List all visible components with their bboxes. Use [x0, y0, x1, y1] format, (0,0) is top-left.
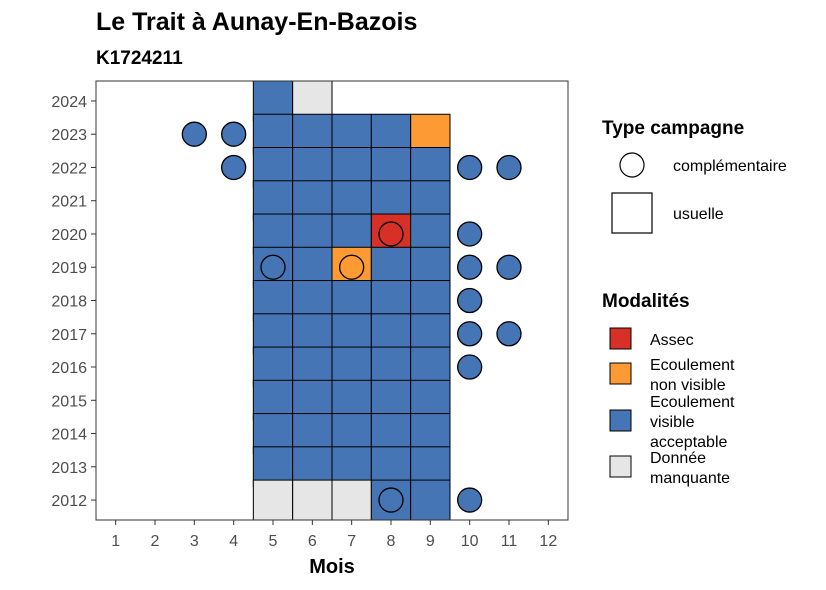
- data-point: [457, 321, 483, 347]
- heatmap-cell: [331, 479, 372, 521]
- heatmap-cell: [252, 479, 294, 521]
- legend-modality-label: Ecoulement: [650, 357, 735, 374]
- legend-modality-label: Donnée: [650, 450, 706, 467]
- y-tick-label: 2020: [51, 227, 87, 244]
- data-point: [457, 354, 483, 380]
- x-axis: 1 2 3 4 5 6 7 8 9 10 11 12: [111, 520, 557, 550]
- y-tick-label: 2017: [51, 327, 87, 344]
- y-tick-label: 2024: [51, 94, 87, 111]
- y-tick-label: 2018: [51, 294, 87, 311]
- legend-color-swatch: [609, 362, 632, 385]
- x-tick-label: 8: [387, 533, 396, 550]
- legend-square-key: [611, 192, 653, 234]
- y-tick-label: 2019: [51, 260, 87, 277]
- x-tick-label: 7: [347, 533, 356, 550]
- data-point: [457, 221, 483, 247]
- data-point: [181, 121, 207, 147]
- x-tick-label: 12: [539, 533, 557, 550]
- data-point: [221, 154, 247, 181]
- y-tick-label: 2022: [51, 160, 87, 177]
- legend-modality-label: manquante: [650, 470, 730, 487]
- data-point: [339, 254, 365, 280]
- y-tick-label: 2013: [51, 460, 87, 477]
- x-tick-label: 4: [229, 533, 238, 550]
- legend-modality-label: Ecoulement: [650, 394, 735, 411]
- data-point: [496, 321, 522, 347]
- y-axis: 2024 2023 2022 2021 2020 2019 2018 2017 2016 2015…: [51, 94, 96, 510]
- x-axis-title: Mois: [309, 556, 355, 578]
- heatmap-cell: [292, 479, 333, 521]
- x-tick-label: 9: [426, 533, 435, 550]
- usual-cells: [252, 80, 451, 521]
- y-tick-label: 2021: [51, 194, 87, 211]
- data-point: [457, 287, 483, 314]
- x-tick-label: 6: [308, 533, 317, 550]
- x-tick-label: 2: [151, 533, 160, 550]
- data-point: [378, 487, 404, 513]
- y-tick-label: 2012: [51, 493, 87, 510]
- heatmap-cell: [410, 479, 451, 521]
- data-point: [496, 154, 522, 181]
- legend-color-swatch: [609, 327, 632, 350]
- x-tick-label: 5: [269, 533, 278, 550]
- y-tick-label: 2016: [51, 360, 87, 377]
- x-tick-label: 1: [111, 533, 120, 550]
- legend-modality-label: Assec: [650, 332, 694, 349]
- complementary-points: [181, 121, 522, 513]
- legend-color-swatch: [609, 455, 632, 478]
- x-tick-label: 3: [190, 533, 199, 550]
- legend-modality-label: non visible: [650, 377, 726, 394]
- legend-modalities-title: Modalités: [602, 291, 690, 312]
- chart-subtitle: K1724211: [96, 48, 183, 69]
- plot-area: 1 2 3 4 5 6 7 8 9 10 11 12 202420232022202120202019…: [51, 80, 569, 550]
- legend-color-swatch: [609, 409, 632, 432]
- x-tick-label: 10: [461, 533, 479, 550]
- legend-campaign-label: complémentaire: [673, 158, 787, 175]
- data-point: [457, 487, 483, 513]
- legend-campaign: Type campagne complémentaire usuelle: [602, 118, 787, 234]
- x-tick-label: 11: [501, 533, 518, 550]
- data-point: [457, 254, 483, 280]
- y-tick-label: 2014: [51, 427, 87, 444]
- data-point: [496, 254, 522, 280]
- y-tick-label: 2015: [51, 393, 87, 410]
- data-point: [221, 121, 247, 147]
- legend-modality-label: visible: [650, 414, 695, 431]
- data-point: [378, 221, 404, 247]
- legend-campaign-title: Type campagne: [602, 118, 744, 139]
- legend-modality-label: acceptable: [650, 434, 727, 451]
- chart-title: Le Trait à Aunay-En-Bazois: [96, 8, 417, 36]
- legend-circle-key: [619, 152, 645, 178]
- y-tick-label: 2023: [51, 127, 87, 144]
- legend-campaign-label: usuelle: [673, 206, 724, 223]
- data-point: [260, 254, 286, 280]
- data-point: [457, 154, 483, 181]
